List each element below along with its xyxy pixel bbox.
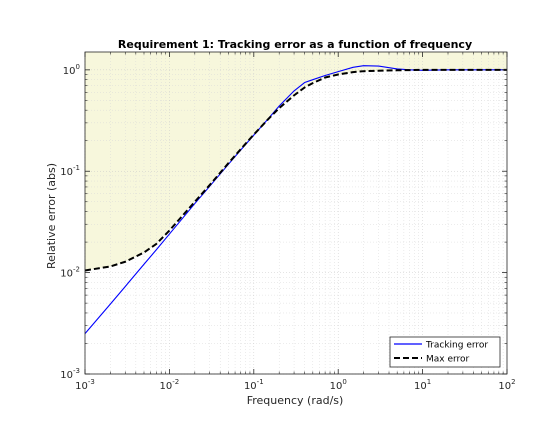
y-axis-label: Relative error (abs) bbox=[45, 163, 58, 269]
x-tick-label-base: 10 bbox=[330, 381, 343, 392]
y-tick-label-base: 10 bbox=[60, 167, 73, 178]
x-tick-label-exponent: 2 bbox=[511, 378, 515, 386]
x-tick-label-base: 10 bbox=[75, 381, 88, 392]
y-tick-label: 100 bbox=[63, 63, 80, 77]
legend-box bbox=[389, 336, 501, 368]
x-tick-label-exponent: -2 bbox=[172, 378, 179, 386]
y-tick-label-base: 10 bbox=[60, 269, 73, 280]
x-tick-label-exponent: -3 bbox=[88, 378, 95, 386]
x-tick-label: 100 bbox=[330, 378, 347, 392]
x-tick-label: 10-3 bbox=[75, 378, 95, 392]
y-tick-label-exponent: -3 bbox=[73, 367, 80, 375]
y-tick-label-exponent: -2 bbox=[73, 266, 80, 274]
x-tick-label: 102 bbox=[498, 378, 515, 392]
x-tick-label-base: 10 bbox=[160, 381, 173, 392]
x-tick-label-exponent: 1 bbox=[427, 378, 431, 386]
x-tick-label-base: 10 bbox=[244, 381, 257, 392]
x-axis-label: Frequency (rad/s) bbox=[247, 394, 344, 407]
x-tick-label: 10-1 bbox=[244, 378, 264, 392]
x-tick-label-exponent: -1 bbox=[257, 378, 264, 386]
y-tick-label-base: 10 bbox=[63, 66, 76, 77]
x-tick-label-base: 10 bbox=[414, 381, 427, 392]
legend: Tracking error Max error bbox=[389, 336, 501, 368]
shaded-region bbox=[85, 52, 507, 271]
series-layer bbox=[84, 65, 507, 335]
y-tick-label-base: 10 bbox=[60, 370, 73, 381]
minor-grid bbox=[85, 52, 507, 374]
legend-label-tracking-error: Tracking error bbox=[425, 341, 488, 351]
legend-label-max-error: Max error bbox=[426, 355, 470, 365]
x-tick-label: 101 bbox=[414, 378, 431, 392]
y-tick-label-exponent: 0 bbox=[76, 63, 80, 71]
plot-frame bbox=[84, 51, 508, 375]
series-line-max-error bbox=[84, 68, 507, 272]
y-tick-label: 10-1 bbox=[60, 164, 80, 178]
y-tick-label: 10-2 bbox=[60, 266, 80, 280]
chart-title: Requirement 1: Tracking error as a funct… bbox=[118, 38, 472, 51]
x-tick-label-exponent: 0 bbox=[342, 378, 346, 386]
x-tick-labels: 10-3 10-2 10-1 100 101 102 bbox=[75, 378, 515, 392]
y-tick-label-exponent: -1 bbox=[73, 164, 80, 172]
axis-ticks bbox=[84, 52, 508, 375]
x-tick-label: 10-2 bbox=[160, 378, 180, 392]
x-tick-label-base: 10 bbox=[498, 381, 511, 392]
y-tick-label: 10-3 bbox=[60, 367, 80, 381]
